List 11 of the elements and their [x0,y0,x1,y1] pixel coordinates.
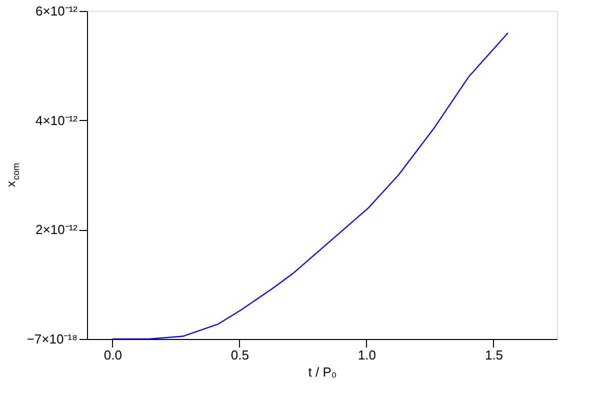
x-tick-label: 1.5 [484,348,504,362]
x-tick-label: 0.5 [230,348,249,362]
y-tick-label: −7×10⁻¹⁸ [26,332,78,346]
y-tick-label: 6×10⁻¹² [36,4,78,18]
y-tick-label: 2×10⁻¹² [36,222,78,238]
x-axis-title: t / P₀ [308,364,337,380]
y-axis-title: xcom [4,163,21,187]
y-tick-label: 4×10⁻¹² [36,112,78,128]
line-series [112,32,509,340]
x-tick-label: 1.0 [358,348,376,362]
x-tick-label: 0.0 [104,348,122,362]
